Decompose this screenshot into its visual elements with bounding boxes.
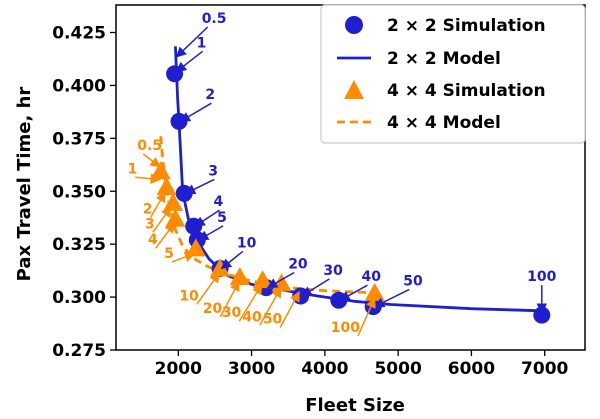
legend-box (320, 4, 586, 144)
annotation-arrow-orange (357, 297, 376, 337)
data-point-2-2-simulation (292, 287, 310, 305)
annotation-arrow-orange (219, 280, 240, 318)
legend-label-2x2-simulation: 2 × 2 Simulation (387, 16, 546, 36)
annotation-arrow-blue (373, 288, 410, 308)
y-tick-label: 0.300 (52, 288, 106, 308)
annotation-label-orange: 1 (128, 161, 138, 177)
annotation-arrow-blue (184, 178, 215, 195)
y-tick-label: 0.325 (52, 235, 106, 255)
annotation-arrow-blue (301, 278, 330, 297)
annotation-arrow-blue (179, 102, 212, 123)
axes: 2000 3000 4000 5000 6000 7000 0.275 0.300 0.325 0… (52, 4, 586, 379)
legend-label-4x4-model: 4 × 4 Model (387, 113, 501, 133)
y-axis-label: Pax Travel Time, hr (14, 87, 35, 282)
y-tick-label: 0.350 (52, 182, 106, 202)
y-tick-label: 0.275 (52, 341, 106, 361)
annotation-arrow-orange (152, 206, 172, 233)
x-tick-label: 6000 (448, 359, 495, 379)
annotation-label-blue: 100 (527, 269, 556, 285)
annotation-arrow-blue (197, 225, 224, 241)
annotation-label-blue: 1 (197, 35, 207, 51)
annotation-arrow-orange (155, 222, 176, 249)
annotation-arrow-orange (196, 271, 220, 305)
annotation-arrow-orange (279, 290, 300, 328)
legend-label-2x2-model: 2 × 2 Model (387, 49, 501, 69)
annotation-label-blue: 30 (323, 263, 343, 279)
data-point-4-4-simulation (252, 270, 273, 289)
annotation-arrow-orange (149, 191, 166, 218)
x-tick-label: 4000 (301, 359, 348, 379)
annotation-label-blue: 10 (237, 235, 257, 251)
y-tick-label: 0.400 (52, 76, 106, 96)
annotation-label-orange: 40 (242, 309, 262, 325)
annotation-label-orange: 5 (164, 246, 174, 262)
annotation-label-blue: 4 (214, 194, 224, 210)
annotation-arrow-blue (175, 26, 209, 58)
data-point-4-4-simulation (364, 282, 385, 301)
data-point-2-2-simulation (330, 291, 348, 309)
y-tick-label: 0.425 (52, 24, 106, 44)
data-point-2-2-simulation (170, 112, 188, 130)
annotation-label-orange: 0.5 (137, 138, 162, 154)
annotation-label-blue: 0.5 (202, 11, 227, 27)
annotation-arrow-orange (238, 283, 263, 322)
annotation-label-orange: 100 (331, 320, 360, 336)
legend-marker-2x2-simulation (345, 16, 363, 34)
x-tick-label: 2000 (155, 359, 202, 379)
annotation-label-orange: 30 (222, 305, 242, 321)
annotation-label-orange: 4 (148, 232, 158, 248)
annotation-arrow-blue (220, 250, 244, 270)
annotation-arrow-orange (259, 286, 282, 326)
legend-label-4x4-simulation: 4 × 4 Simulation (387, 81, 546, 101)
legend: 2 × 2 Simulation 2 × 2 Model 4 × 4 Simul… (320, 4, 586, 144)
annotation-arrow-orange (171, 252, 196, 263)
annotation-label-blue: 3 (208, 163, 218, 179)
annotation-arrow-orange (135, 173, 162, 184)
annotation-arrow-orange (142, 153, 161, 168)
annotation-arrow-blue (194, 209, 220, 227)
annotation-label-blue: 50 (403, 273, 423, 289)
annotation-label-blue: 40 (362, 269, 382, 285)
data-point-4-4-simulation (156, 177, 177, 196)
annotation-label-orange: 10 (179, 288, 199, 304)
legend-marker-4x4-simulation (344, 80, 364, 99)
annotation-arrow-blue (339, 284, 368, 301)
data-point-2-2-simulation (175, 184, 193, 202)
annotation-label-orange: 50 (263, 312, 283, 328)
annotation-label-blue: 5 (217, 210, 227, 226)
annotation-arrow-blue (175, 50, 204, 73)
annotation-label-orange: 2 (143, 202, 153, 218)
x-tick-label: 7000 (521, 359, 568, 379)
data-point-4-4-simulation (185, 238, 206, 257)
y-tick-label: 0.375 (52, 129, 106, 149)
x-tick-label: 3000 (228, 359, 275, 379)
x-axis-label: Fleet Size (305, 395, 405, 416)
x-tick-label: 5000 (374, 359, 421, 379)
annotation-arrow-blue (266, 271, 295, 289)
annotation-label-blue: 20 (288, 257, 308, 273)
annotation-label-orange: 20 (203, 301, 223, 317)
data-point-4-4-simulation (150, 161, 171, 180)
annotation-label-blue: 2 (205, 87, 215, 103)
annotation-label-orange: 3 (145, 216, 155, 232)
